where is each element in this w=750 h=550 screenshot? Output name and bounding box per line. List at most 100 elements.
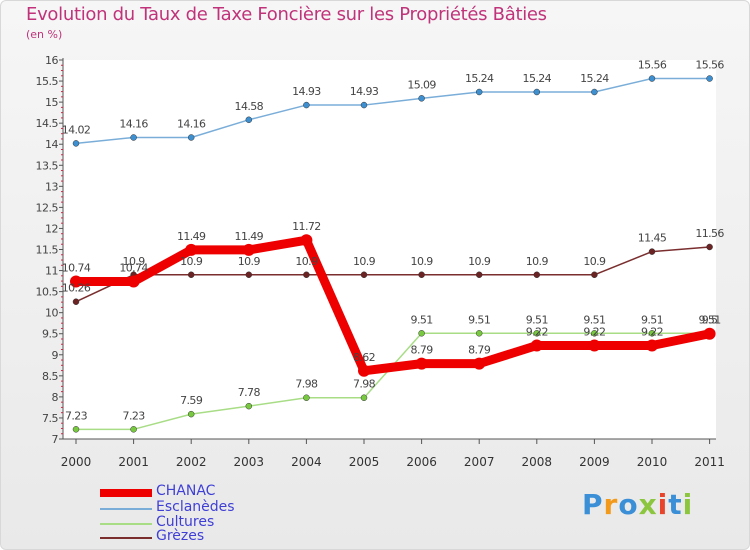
plot-area [63,60,716,439]
y-tick-label-10: 12 [45,222,58,235]
point-chanac-5 [358,364,370,377]
point-chanac-3 [242,243,255,256]
legend-label-cultures: Cultures [156,514,215,530]
legend-swatch-grezes [100,537,152,539]
series-line-esclanedes [75,77,711,145]
x-tick-label-3: 2003 [234,455,265,469]
point-chanac-10 [646,339,658,352]
point-grezes-5 [360,271,368,279]
point-grezes-11 [706,243,713,251]
y-tick-label-0: 7 [52,433,59,446]
data-label-grezes-2: 10.9 [180,255,203,268]
data-label-grezes-1: 10.9 [123,255,146,268]
y-tick-label-15: 14.5 [36,117,59,130]
point-cultures-2 [187,410,195,418]
data-label-chanac-8: 9.22 [526,326,548,339]
point-chanac-0 [70,275,82,288]
point-cultures-5 [360,394,368,401]
x-tick-label-9: 2009 [579,455,610,469]
point-esclanedes-2 [187,134,195,141]
point-cultures-4 [303,394,310,401]
point-esclanedes-10 [648,75,656,82]
point-cultures-6 [418,330,425,337]
point-chanac-4 [300,234,313,247]
data-label-cultures-10: 9.51 [641,313,663,326]
data-label-esclanedes-8: 15.24 [523,72,552,85]
data-label-chanac-9: 9.22 [583,326,605,339]
data-label-esclanedes-2: 14.16 [177,117,206,130]
data-label-chanac-2: 11.49 [177,230,206,243]
y-tick-label-13: 13.5 [36,159,59,172]
point-esclanedes-4 [303,101,310,109]
data-label-cultures-0: 7.23 [65,409,88,422]
data-label-grezes-3: 10.9 [238,255,261,268]
point-grezes-0 [72,298,80,305]
x-tick-label-0: 2000 [61,455,92,469]
data-label-cultures-1: 7.23 [123,409,146,422]
data-label-cultures-11: 9.51 [699,313,721,326]
data-label-cultures-9: 9.51 [583,313,605,326]
data-label-grezes-8: 10.9 [526,255,549,268]
y-tick-label-17: 15.5 [36,75,59,88]
data-label-grezes-7: 10.9 [468,255,491,268]
y-tick-label-14: 14 [45,138,58,151]
point-cultures-10 [648,330,656,337]
point-cultures-0 [72,426,80,433]
x-tick-label-4: 2004 [291,455,322,469]
data-label-grezes-4: 10.9 [295,255,318,268]
data-label-chanac-6: 8.79 [411,344,434,357]
data-label-esclanedes-10: 15.56 [638,59,667,72]
legend-swatch-chanac [100,489,152,497]
y-tick-label-9: 11.5 [36,244,59,257]
point-chanac-2 [185,243,198,256]
point-esclanedes-7 [475,88,483,96]
x-tick-label-1: 2001 [118,455,149,469]
point-chanac-7 [473,357,486,370]
point-esclanedes-1 [130,134,137,141]
y-tick-label-5: 9.5 [42,328,58,341]
point-esclanedes-3 [245,116,253,124]
point-esclanedes-0 [72,140,80,147]
point-grezes-6 [418,271,425,279]
point-esclanedes-8 [533,88,541,96]
x-tick-label-7: 2007 [464,455,495,469]
data-label-chanac-5: 8.62 [353,351,375,364]
point-grezes-8 [533,271,541,279]
data-label-chanac-10: 9.22 [641,326,663,339]
proxiti-logo: Proxiti [582,488,693,521]
data-label-cultures-7: 9.51 [468,313,490,326]
legend-swatch-cultures [100,523,152,525]
logo-letter: P [582,488,604,521]
data-label-grezes-9: 10.9 [583,255,606,268]
x-tick-label-2: 2002 [176,455,207,469]
y-tick-label-4: 9 [52,349,59,362]
point-chanac-9 [588,339,601,352]
point-cultures-7 [475,330,483,337]
logo-letter: t [668,488,683,521]
data-label-chanac-4: 11.72 [292,220,321,233]
data-label-esclanedes-7: 15.24 [465,72,494,85]
data-label-grezes-0: 10.26 [62,282,91,295]
data-label-esclanedes-5: 14.93 [350,85,379,98]
logo-letter: i [657,488,669,521]
chart-title: Evolution du Taux de Taxe Foncière sur l… [26,4,547,25]
unit-label: (en %) [26,28,63,41]
data-label-grezes-10: 11.45 [638,232,667,245]
data-label-esclanedes-4: 14.93 [292,85,321,98]
logo-letter: o [618,488,639,521]
x-tick-label-11: 2011 [694,455,725,469]
data-label-esclanedes-1: 14.16 [119,117,148,130]
data-label-cultures-5: 7.98 [353,378,376,391]
point-chanac-11 [703,327,716,340]
legend-label-esclanedes: Esclanèdes [156,499,235,515]
point-grezes-10 [648,248,656,255]
point-grezes-4 [303,271,310,279]
data-label-cultures-8: 9.51 [526,313,548,326]
x-tick-label-8: 2008 [522,455,553,469]
point-chanac-6 [415,357,428,370]
y-tick-label-6: 10 [45,307,58,320]
point-cultures-9 [591,330,598,337]
logo-letter: i [682,488,694,521]
data-label-esclanedes-6: 15.09 [407,78,436,91]
y-tick-label-8: 11 [45,265,58,278]
